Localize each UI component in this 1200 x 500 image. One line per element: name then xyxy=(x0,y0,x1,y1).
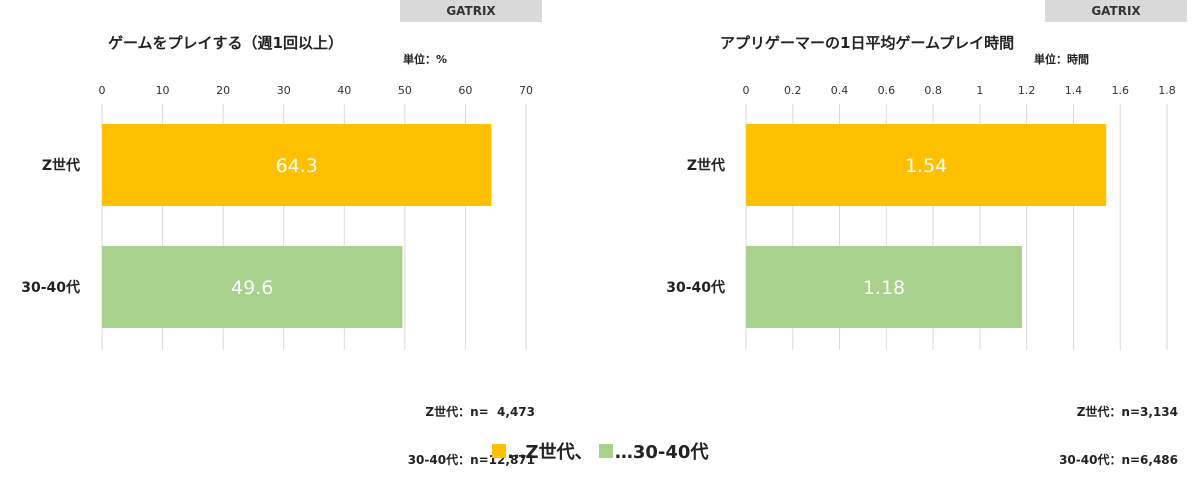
legend-label-z: …Z世代、 xyxy=(507,442,593,463)
sample-size-notes: Z世代：n= 4,473 30-40代：n=12,871 xyxy=(408,372,535,500)
tick-label: 0.6 xyxy=(878,84,896,97)
data-label: 49.6 xyxy=(231,277,273,299)
legend: …Z世代、 …30-40代 xyxy=(0,438,1200,464)
legend-swatch-z xyxy=(491,444,506,458)
legend-swatch-30-40 xyxy=(598,444,613,458)
bar-chart-svg: 0 10 20 30 40 50 60 70 64.3 Z世代 49.6 30-40代 xyxy=(21,84,533,350)
tick-label: 70 xyxy=(519,84,533,97)
tick-label: 0.8 xyxy=(924,84,942,97)
sample-size-notes: Z世代：n=3,134 30-40代：n=6,486 xyxy=(1059,372,1178,500)
data-label: 1.54 xyxy=(905,155,947,177)
bar xyxy=(746,124,1107,206)
tick-label: 0 xyxy=(743,84,750,97)
unit-label: 単位：% xyxy=(403,53,448,66)
tick-label: 30 xyxy=(277,84,291,97)
sample-size-note: Z世代：n=3,134 xyxy=(1076,405,1178,419)
left-chart-panel: GATRIX ゲームをプレイする（週1回以上） 単位：% 0 10 20 30 40 50… xyxy=(0,0,600,467)
bar xyxy=(102,124,492,206)
tick-label: 0.2 xyxy=(784,84,802,97)
bar xyxy=(746,246,1022,328)
tick-label: 0.4 xyxy=(831,84,849,97)
sample-size-note: Z世代：n= 4,473 xyxy=(425,405,535,419)
tick-label: 1.4 xyxy=(1065,84,1083,97)
unit-label: 単位：時間 xyxy=(1034,53,1089,66)
category-label: Z世代 xyxy=(687,157,725,174)
bar-chart-svg: 0 0.2 0.4 0.6 0.8 1 1.2 1.4 1.6 1.8 1.54 Z世代 1.18 30-… xyxy=(666,84,1176,350)
source-tag: GATRIX xyxy=(400,0,542,22)
tick-label: 40 xyxy=(337,84,351,97)
source-tag: GATRIX xyxy=(1045,0,1187,22)
category-label: Z世代 xyxy=(42,157,80,174)
tick-label: 1.2 xyxy=(1018,84,1036,97)
bar xyxy=(102,246,403,328)
tick-label: 60 xyxy=(458,84,472,97)
sample-size-note: 30-40代：n=6,486 xyxy=(1059,453,1178,467)
category-label: 30-40代 xyxy=(21,279,80,296)
tick-label: 10 xyxy=(156,84,170,97)
category-label: 30-40代 xyxy=(666,279,725,296)
chart-title: ゲームをプレイする（週1回以上） xyxy=(108,34,343,52)
tick-label: 50 xyxy=(398,84,412,97)
legend-item-30-40: …30-40代 xyxy=(598,438,709,464)
tick-label: 1.8 xyxy=(1158,84,1176,97)
tick-label: 1 xyxy=(976,84,983,97)
right-chart-panel: GATRIX アプリゲーマーの1日平均ゲームプレイ時間 単位：時間 0 0.2 0.… xyxy=(600,0,1200,467)
chart-title: アプリゲーマーの1日平均ゲームプレイ時間 xyxy=(720,34,1015,52)
legend-label-30-40: …30-40代 xyxy=(614,442,709,463)
tick-label: 0 xyxy=(99,84,106,97)
tick-label: 1.6 xyxy=(1111,84,1129,97)
data-label: 64.3 xyxy=(276,155,318,177)
legend-item-z: …Z世代、 xyxy=(491,438,593,464)
tick-label: 20 xyxy=(216,84,230,97)
data-label: 1.18 xyxy=(863,277,905,299)
